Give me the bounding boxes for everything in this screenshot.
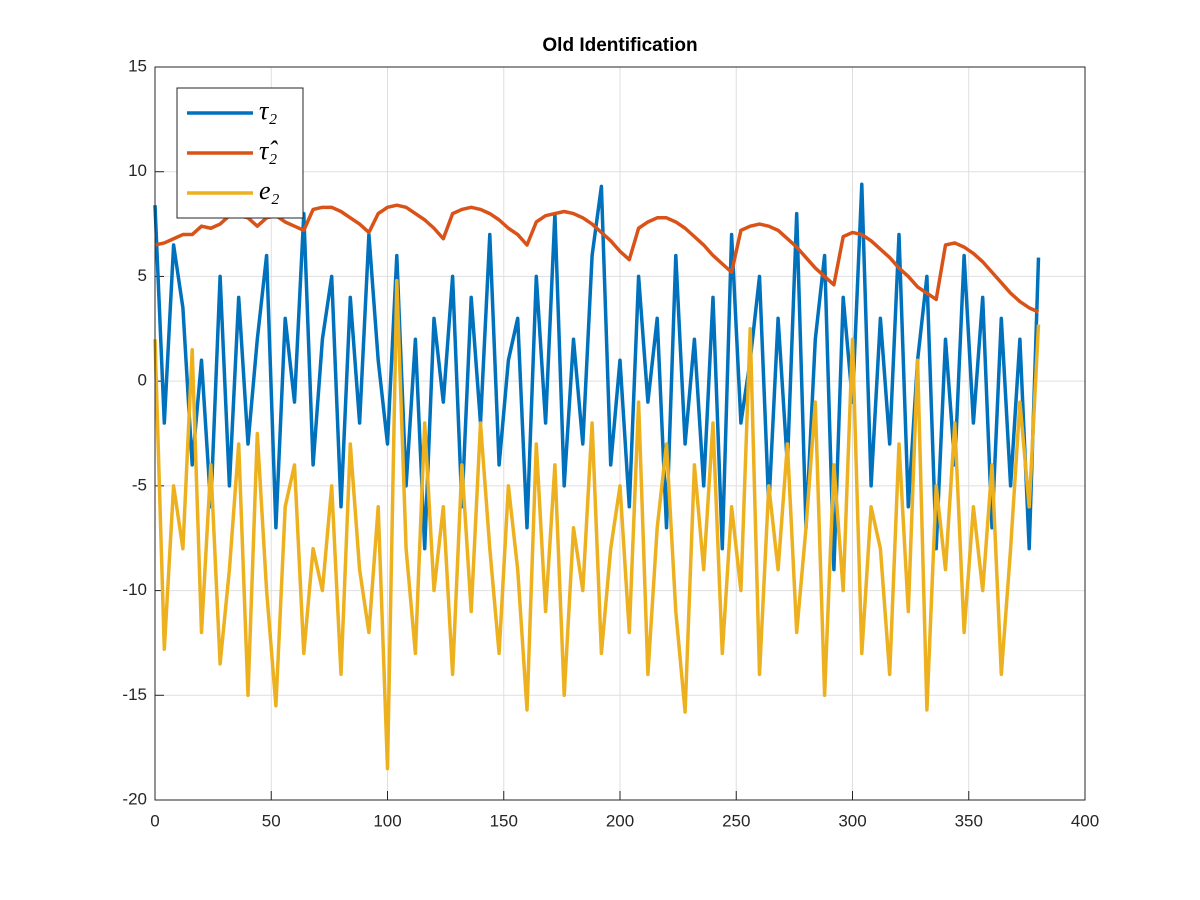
y-tick-label: 5 bbox=[138, 266, 147, 285]
y-tick-label: -5 bbox=[132, 475, 147, 494]
y-tick-label: -20 bbox=[122, 789, 147, 808]
x-tick-label: 400 bbox=[1071, 811, 1099, 830]
legend: τ₂ τ̂₂ e₂ bbox=[176, 87, 304, 219]
plot-frame bbox=[154, 66, 1086, 801]
legend-label: τ₂ bbox=[259, 96, 277, 125]
legend-label: e₂ bbox=[259, 176, 280, 205]
y-tick-label: -15 bbox=[122, 685, 147, 704]
data-line bbox=[153, 278, 1041, 771]
chart-title: Old Identification bbox=[542, 35, 697, 56]
x-tick-label: 150 bbox=[490, 811, 518, 830]
x-tick-label: 350 bbox=[955, 811, 983, 830]
x-tick-label: 100 bbox=[373, 811, 401, 830]
y-tick-label: -10 bbox=[122, 580, 147, 599]
x-tick-label: 0 bbox=[150, 811, 159, 830]
y-tick-label: 15 bbox=[128, 56, 147, 75]
x-tick-label: 250 bbox=[722, 811, 750, 830]
data-line bbox=[154, 203, 1040, 314]
data-line bbox=[153, 182, 1041, 572]
x-tick-label: 200 bbox=[606, 811, 634, 830]
x-tick-label: 300 bbox=[838, 811, 866, 830]
x-tick-label: 50 bbox=[262, 811, 281, 830]
y-tick-label: 10 bbox=[128, 161, 147, 180]
legend-label: τ̂₂ bbox=[259, 136, 278, 165]
y-tick-label: 0 bbox=[138, 371, 147, 390]
